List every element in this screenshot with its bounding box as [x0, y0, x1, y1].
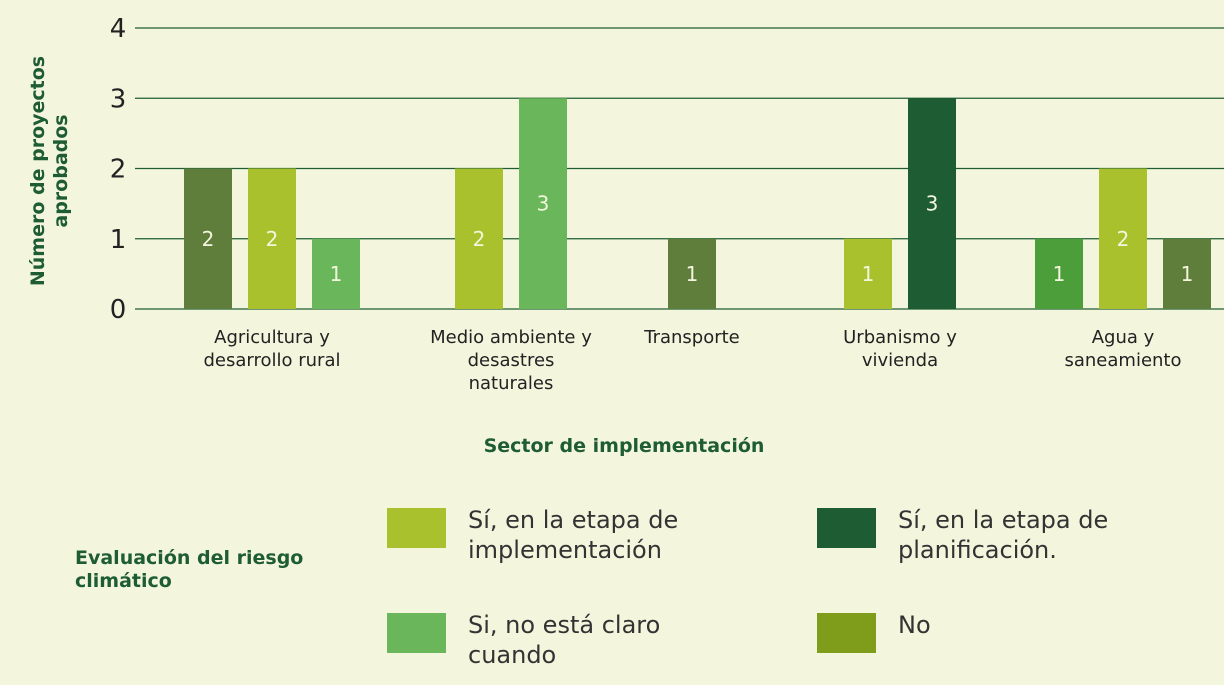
- x-tick-label: Medio ambiente y desastres naturales: [430, 327, 592, 394]
- legend-label: Si, no está claro cuando: [468, 611, 661, 669]
- x-tick-label: Transporte: [644, 327, 740, 348]
- legend-label: No: [898, 611, 931, 639]
- x-tick-label: Agua y saneamiento: [1064, 327, 1182, 371]
- legend-title: Evaluación del riesgo climático: [75, 547, 304, 592]
- bar: [1035, 238, 1083, 309]
- bar-value-label: 2: [266, 227, 279, 251]
- legend-swatch: [817, 613, 876, 653]
- y-tick-label: 3: [110, 84, 127, 114]
- y-tick-label: 2: [110, 155, 127, 185]
- bar: [519, 98, 567, 309]
- bar-value-label: 1: [330, 262, 343, 286]
- bar-value-label: 1: [1053, 262, 1066, 286]
- y-tick-label: 0: [110, 295, 127, 325]
- y-tick-label: 4: [110, 14, 127, 44]
- legend-swatch: [387, 508, 446, 548]
- bar: [1099, 168, 1147, 309]
- legend-swatch: [817, 508, 876, 548]
- bar-value-label: 3: [926, 192, 939, 216]
- bar-value-label: 2: [473, 227, 486, 251]
- y-tick-label: 1: [110, 225, 127, 255]
- legend-swatch: [387, 613, 446, 653]
- bar: [184, 168, 232, 309]
- bar-value-label: 1: [1181, 262, 1194, 286]
- bar: [248, 168, 296, 309]
- bar-value-label: 3: [537, 192, 550, 216]
- legend-label: Sí, en la etapa de planificación.: [898, 506, 1109, 564]
- bar: [455, 168, 503, 309]
- x-axis-title: Sector de implementación: [483, 435, 765, 457]
- legend-label: Sí, en la etapa de implementación: [468, 506, 679, 564]
- x-tick-label: Urbanismo y vivienda: [843, 327, 957, 371]
- bar-value-label: 1: [686, 262, 699, 286]
- bar-value-label: 2: [1117, 227, 1130, 251]
- bar-value-label: 2: [202, 227, 215, 251]
- bar: [1163, 238, 1211, 309]
- bar: [844, 238, 892, 309]
- bar-value-label: 1: [862, 262, 875, 286]
- bar: [908, 98, 956, 309]
- y-axis-title: Número de proyectos aprobados: [27, 55, 72, 287]
- bar: [668, 238, 716, 309]
- bar: [312, 238, 360, 309]
- x-tick-label: Agricultura y desarrollo rural: [203, 327, 341, 371]
